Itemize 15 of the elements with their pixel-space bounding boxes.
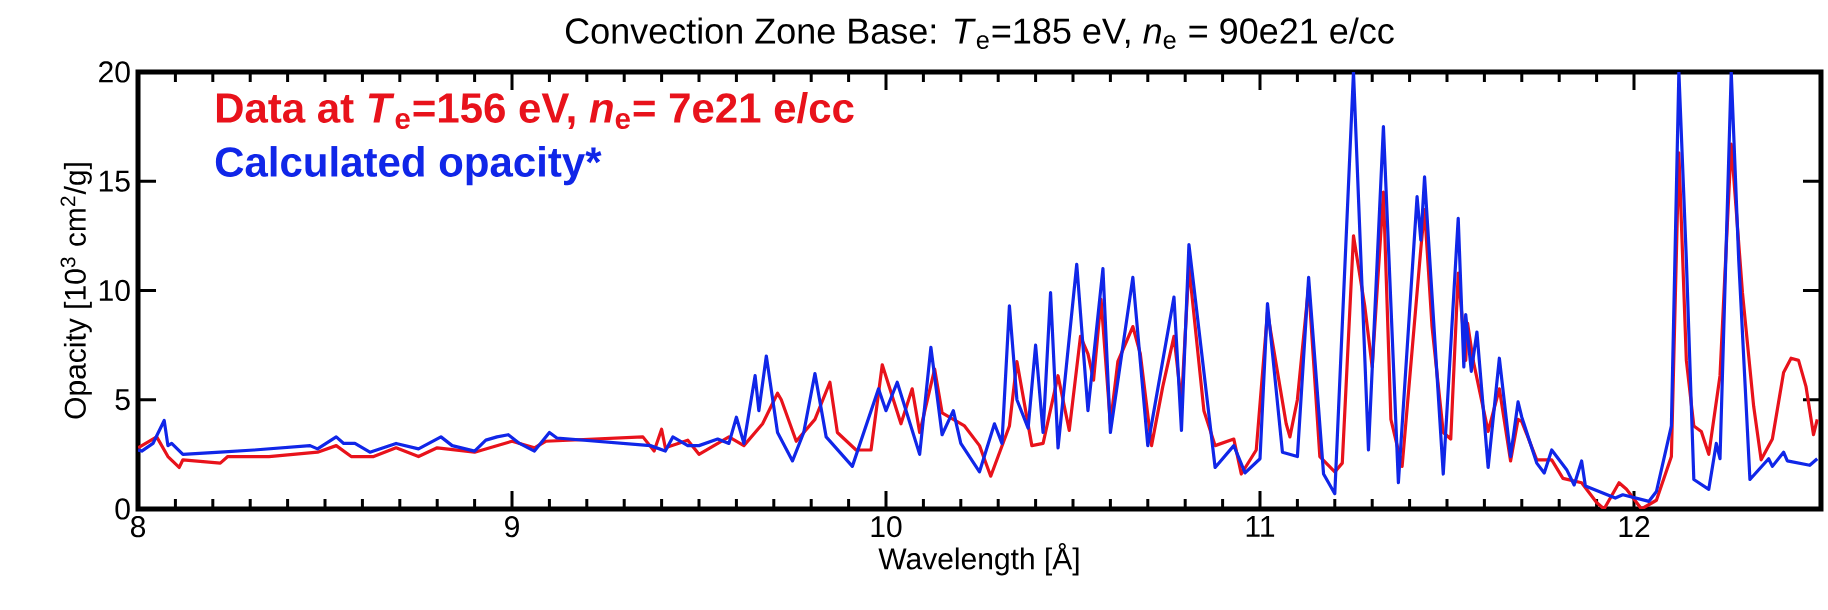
text: Calculated opacity* (215, 146, 602, 186)
y-tick-label: 15 (99, 170, 130, 192)
x-axis-title: Wavelength [Å] (878, 543, 1079, 576)
x-tick-label: 11 (1246, 516, 1275, 537)
x-tick-label: 9 (505, 516, 519, 538)
y-tick-label: 20 (99, 61, 130, 83)
y-tick-label: 0 (115, 498, 130, 520)
text: Data at T$_{e}$=156 eV, n$_{e}$= 7e21 e/cc (216, 92, 854, 129)
y-tick-label: 10 (99, 279, 130, 302)
y-tick-label: 5 (115, 389, 130, 411)
y-axis-title: Opacity [10$^{3}$ cm$^{2}$/g] (60, 163, 92, 419)
x-tick-label: 10 (871, 516, 902, 538)
chart-title: Convection Zone Base: T$_{e}$=185 eV, n$_{e}$ = 90e21 e/cc (565, 17, 1394, 49)
x-tick-label: 8 (130, 516, 146, 538)
x-tick-label: 12 (1619, 516, 1650, 537)
